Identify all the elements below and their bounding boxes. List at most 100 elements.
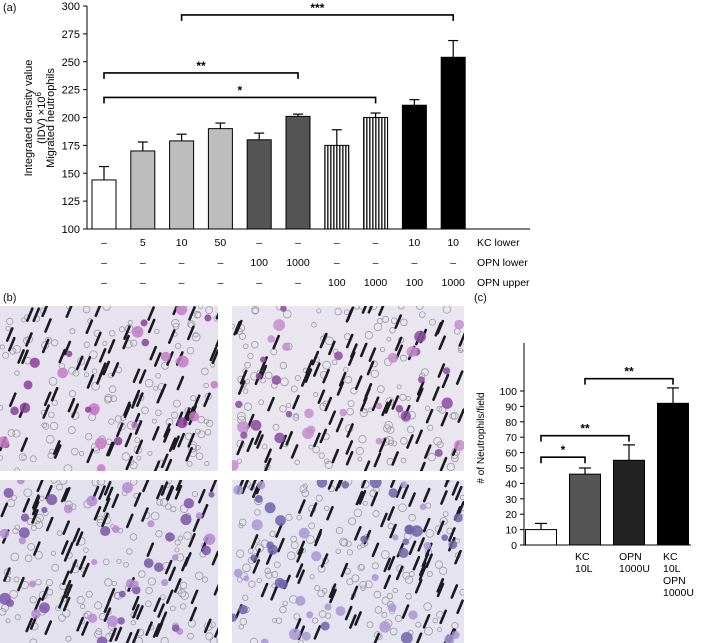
pore-mark: [328, 410, 337, 425]
membrane-pore: [62, 609, 71, 618]
stained-neutrophil: [251, 519, 263, 531]
pore-mark: [270, 586, 278, 601]
stained-neutrophil: [41, 506, 48, 514]
membrane-pore: [14, 370, 20, 376]
pore-mark: [71, 403, 79, 418]
condition-row-label: OPN upper: [477, 277, 530, 289]
membrane-pore: [459, 494, 464, 501]
condition-value: –: [256, 277, 262, 289]
membrane-pore: [279, 405, 287, 413]
condition-value: –: [179, 277, 185, 289]
pore-mark: [157, 603, 165, 618]
membrane-pore: [89, 350, 98, 359]
membrane-pore: [458, 348, 464, 354]
pore-mark: [417, 537, 425, 552]
pore-mark: [363, 460, 371, 471]
stained-neutrophil: [400, 632, 413, 643]
condition-value: 1000: [364, 277, 388, 289]
membrane-pore: [50, 550, 56, 556]
membrane-pore: [306, 535, 315, 544]
y-tick-label: 125: [62, 196, 80, 208]
membrane-pore: [415, 621, 422, 628]
pore-mark: [209, 346, 218, 362]
significance-label: *: [237, 83, 242, 97]
pore-mark: [175, 480, 183, 491]
y-tick-label: 60: [505, 448, 517, 460]
pore-mark: [106, 441, 114, 457]
membrane-pore: [429, 318, 436, 326]
pore-mark: [42, 404, 50, 419]
stained-neutrophil: [96, 636, 108, 643]
pore-mark: [354, 526, 362, 541]
membrane-pore: [254, 509, 261, 516]
membrane-pore: [65, 635, 72, 642]
y-axis-label-line: Integrated density value: [23, 60, 35, 177]
membrane-pore: [78, 450, 85, 457]
membrane-pore: [195, 444, 201, 451]
stained-neutrophil: [334, 351, 343, 361]
stained-neutrophil: [288, 628, 301, 641]
membrane-pore: [111, 580, 117, 587]
pore-mark: [105, 486, 114, 502]
pore-mark: [239, 369, 248, 385]
pore-mark: [177, 432, 186, 448]
membrane-pore: [238, 523, 244, 529]
membrane-pore: [318, 610, 327, 618]
membrane-pore: [312, 445, 320, 454]
membrane-pore: [347, 400, 355, 408]
stained-neutrophil: [46, 494, 58, 506]
bar: [613, 459, 645, 546]
pore-mark: [25, 332, 33, 347]
membrane-pore: [83, 341, 91, 348]
membrane-pore: [82, 306, 91, 314]
membrane-pore: [180, 591, 189, 600]
membrane-pore: [264, 371, 273, 380]
pore-mark: [69, 559, 78, 574]
stained-neutrophil: [233, 485, 244, 495]
condition-value: –: [373, 237, 379, 249]
pore-mark: [33, 597, 42, 613]
stained-neutrophil: [18, 527, 30, 539]
pore-mark: [277, 537, 285, 553]
membrane-pore: [70, 447, 79, 456]
membrane-pore: [156, 498, 163, 506]
membrane-pore: [309, 574, 315, 580]
membrane-pore: [117, 422, 126, 431]
condition-value: –: [217, 277, 223, 289]
membrane-pore: [145, 600, 152, 608]
significance-bracket: [540, 434, 630, 442]
membrane-pore: [174, 539, 181, 546]
membrane-pore: [272, 617, 278, 623]
x-tick-label-line: OPN: [619, 551, 642, 563]
pore-mark: [203, 618, 212, 634]
pore-mark: [344, 605, 353, 621]
membrane-pore: [285, 513, 293, 522]
y-tick-label: 250: [62, 57, 80, 69]
stained-neutrophil: [441, 397, 453, 409]
membrane-pore: [395, 614, 403, 623]
membrane-pore: [298, 639, 304, 643]
pore-mark: [58, 348, 67, 364]
membrane-pore: [145, 586, 153, 595]
stained-neutrophil: [392, 534, 399, 541]
membrane-pore: [155, 372, 161, 379]
pore-mark: [116, 422, 124, 438]
condition-value: –: [334, 237, 340, 249]
stained-neutrophil: [131, 326, 144, 338]
membrane-pore: [340, 539, 349, 547]
stained-neutrophil: [240, 431, 248, 439]
pore-mark: [153, 597, 161, 613]
membrane-pore: [382, 315, 390, 323]
stained-neutrophil: [183, 498, 195, 509]
stained-neutrophil: [113, 436, 123, 446]
y-tick-label: 80: [505, 417, 517, 429]
membrane-pore: [265, 571, 273, 579]
membrane-pore: [399, 354, 407, 362]
membrane-pore: [387, 439, 395, 446]
membrane-pore: [302, 483, 308, 489]
membrane-pore: [186, 346, 195, 355]
stained-neutrophil: [232, 460, 239, 471]
membrane-pore: [402, 571, 411, 580]
pore-mark: [419, 461, 426, 471]
membrane-pore: [206, 419, 214, 428]
